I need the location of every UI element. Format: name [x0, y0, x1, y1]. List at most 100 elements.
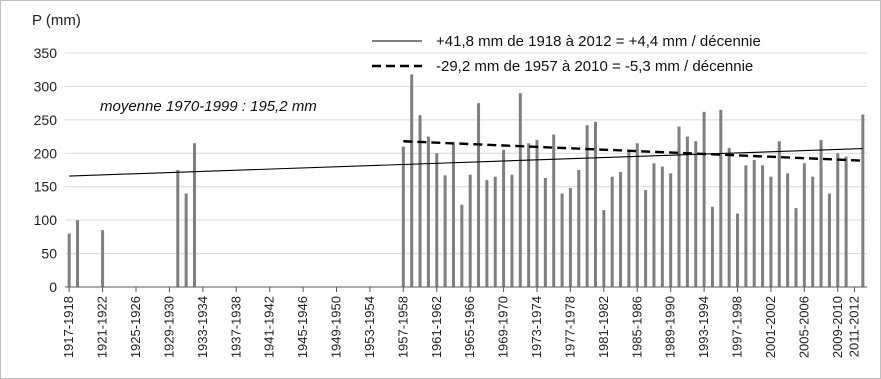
bar [652, 163, 656, 287]
bar [719, 109, 723, 287]
y-tick-label: 200 [34, 145, 58, 161]
bar [543, 178, 547, 287]
bar [669, 173, 673, 287]
bars [67, 74, 865, 288]
y-tick-label: 250 [34, 112, 58, 128]
x-tick-label: 2009-2010 [830, 296, 845, 358]
bar [685, 136, 689, 287]
bar [76, 220, 80, 287]
bar [752, 159, 756, 287]
bar [527, 143, 531, 287]
bar [744, 165, 748, 287]
bar [192, 143, 196, 287]
y-tick-label: 50 [41, 246, 57, 262]
trend-line-dashed [403, 140, 863, 162]
x-tick-label: 1957-1958 [395, 296, 410, 358]
bar [794, 208, 798, 287]
y-tick-label: 150 [34, 179, 58, 195]
gridlines [65, 52, 867, 255]
bar [67, 233, 71, 287]
bar [535, 139, 539, 287]
bar [502, 149, 506, 287]
y-tick-label: 350 [34, 45, 58, 61]
x-tick-label: 1949-1950 [329, 296, 344, 358]
bar [560, 193, 564, 287]
bar [101, 230, 105, 287]
x-tick-label: 1977-1978 [562, 296, 577, 358]
bar [802, 163, 806, 287]
bar [602, 210, 606, 287]
y-axis-ticks: 0 50 100 150 200 250 300 350 [34, 45, 58, 295]
bar [176, 170, 180, 287]
bar [493, 176, 497, 287]
x-tick-label: 2001-2002 [763, 296, 778, 358]
x-tick-label: 1941-1942 [262, 296, 277, 358]
x-tick-label: 2005-2006 [796, 296, 811, 358]
bar [777, 141, 781, 287]
bar [811, 176, 815, 287]
bar [518, 93, 522, 287]
y-axis-label: P (mm) [32, 12, 81, 29]
bar [727, 147, 731, 287]
x-tick-label: 1969-1970 [496, 296, 511, 358]
x-tick-label: 1929-1930 [161, 296, 176, 358]
x-tick-label: 1997-1998 [730, 296, 745, 358]
bar [443, 175, 447, 287]
bar [627, 151, 631, 287]
y-tick-label: 100 [34, 212, 58, 228]
bar [460, 204, 464, 287]
x-tick-label: 1993-1994 [696, 296, 711, 358]
x-tick-label: 1985-1986 [629, 296, 644, 358]
mean-annotation: moyenne 1970-1999 : 195,2 mm [100, 98, 317, 115]
bar [468, 174, 472, 287]
bar [410, 74, 414, 287]
bar [510, 174, 514, 287]
bar [585, 125, 589, 287]
bar [677, 126, 681, 288]
bar [761, 165, 765, 287]
trend-line-solid [69, 148, 863, 177]
bar [786, 173, 790, 287]
x-tick-label: 1937-1938 [228, 296, 243, 358]
bar [418, 115, 422, 287]
bar [401, 146, 405, 287]
bar [836, 153, 840, 287]
bar [710, 206, 714, 287]
legend-label: +41,8 mm de 1918 à 2012 = +4,4 mm / déce… [436, 33, 761, 50]
x-tick-label: 1973-1974 [529, 296, 544, 358]
bar [819, 139, 823, 287]
bar [477, 103, 481, 288]
bar [660, 166, 664, 287]
x-tick-label: 2011-2012 [846, 296, 861, 357]
bar [451, 144, 455, 287]
bar [844, 156, 848, 287]
bar [593, 121, 597, 287]
bar [485, 180, 489, 287]
x-tick-label: 1965-1966 [462, 296, 477, 358]
y-tick-label: 0 [49, 279, 57, 295]
bar [769, 176, 773, 287]
x-tick-label: 1953-1954 [362, 296, 377, 358]
bar [610, 176, 614, 287]
bar [694, 141, 698, 287]
x-tick-label: 1921-1922 [95, 296, 110, 358]
y-tick-label: 300 [34, 78, 58, 94]
x-tick-label: 1989-1990 [663, 296, 678, 358]
bar [619, 172, 623, 287]
bar [426, 136, 430, 287]
bar [861, 114, 865, 287]
x-axis-ticks: 1917-1918 1921-1922 1925-1926 1929-1930 1933… [61, 287, 861, 358]
bar [184, 193, 188, 287]
bar [577, 170, 581, 287]
bar [635, 143, 639, 287]
bar [568, 188, 572, 287]
bar [702, 111, 706, 287]
x-tick-label: 1933-1934 [195, 296, 210, 358]
bar [827, 193, 831, 287]
x-tick-label: 1945-1946 [295, 296, 310, 358]
legend: +41,8 mm de 1918 à 2012 = +4,4 mm / déce… [372, 33, 761, 75]
x-tick-label: 1917-1918 [61, 296, 76, 358]
legend-label: -29,2 mm de 1957 à 2010 = -5,3 mm / déce… [436, 58, 753, 75]
